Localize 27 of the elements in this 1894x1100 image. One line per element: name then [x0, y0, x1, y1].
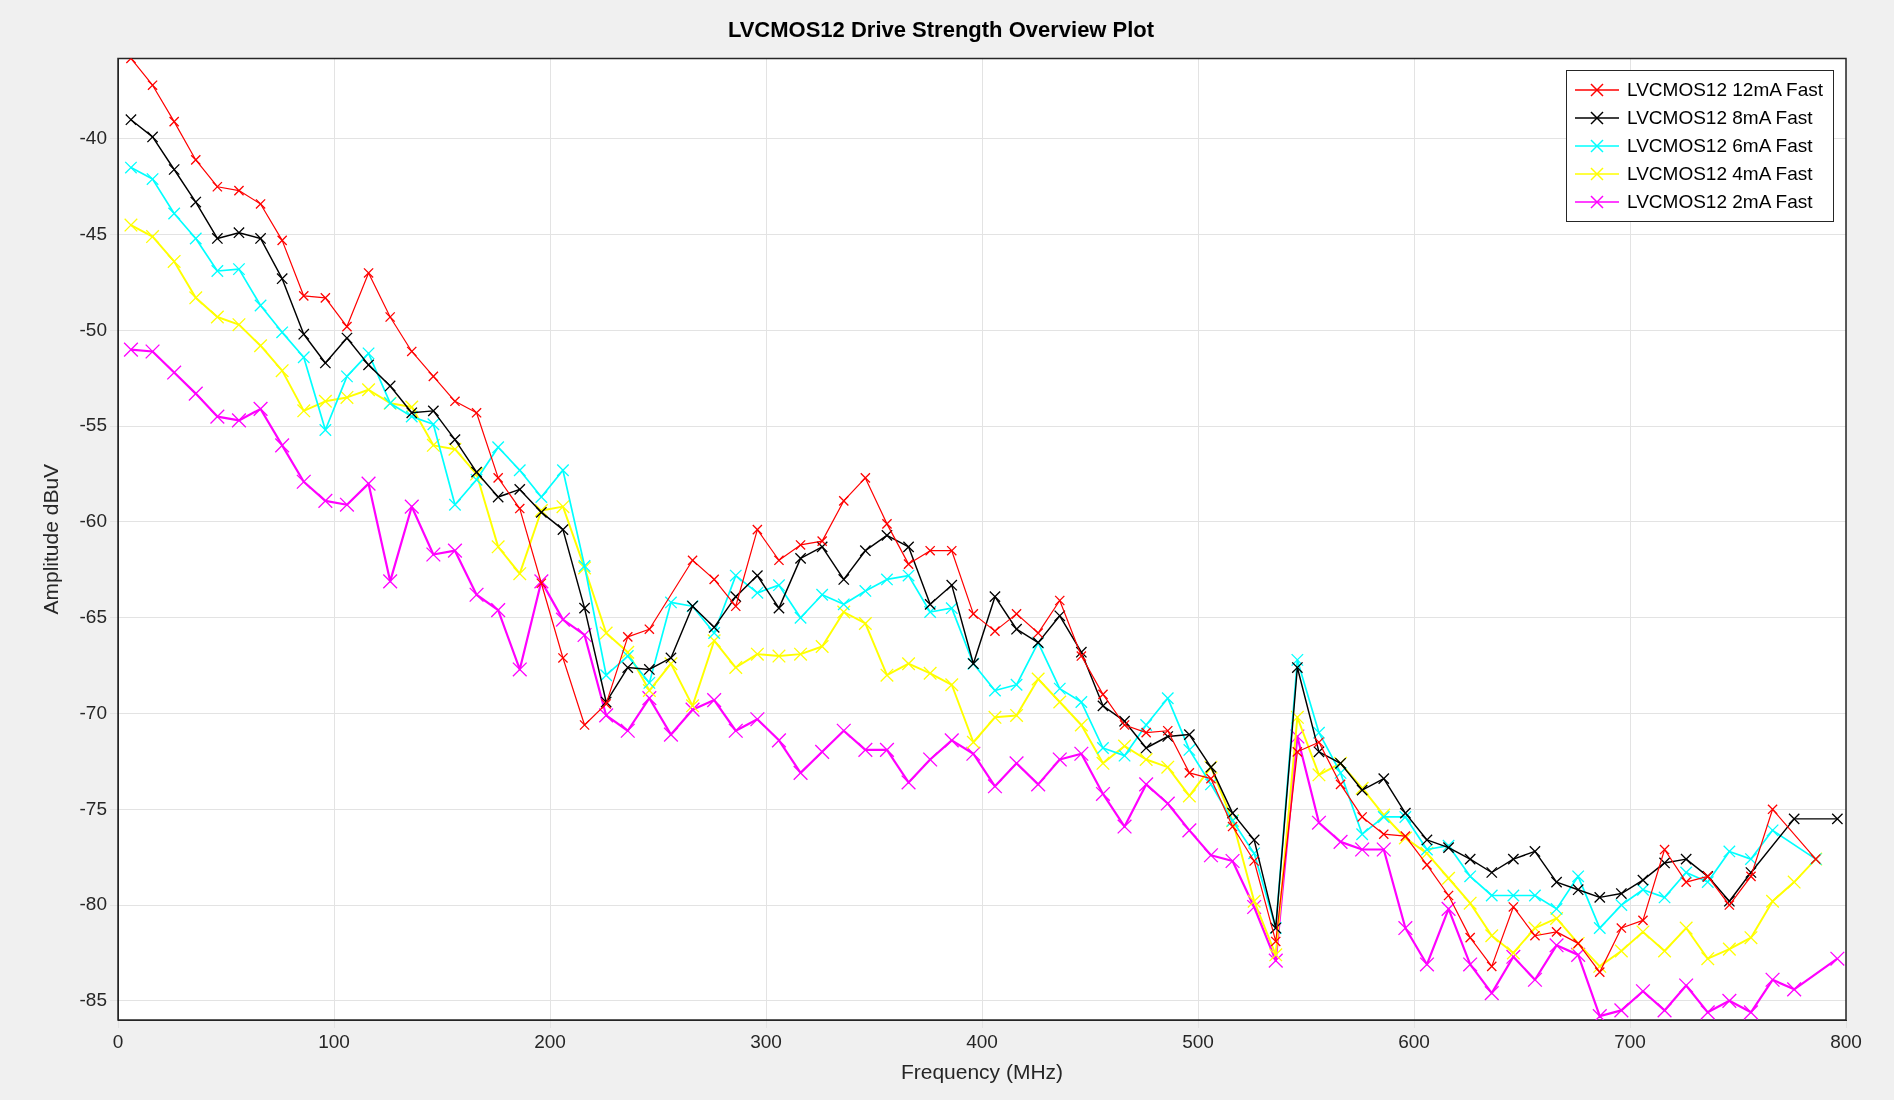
y-tick-label: -85	[79, 989, 107, 1011]
x-tick-label: 800	[1830, 1030, 1862, 1052]
x-tick-label: 600	[1398, 1030, 1430, 1052]
y-tick-label: -50	[79, 318, 107, 340]
legend-label: LVCMOS12 12mA Fast	[1627, 79, 1824, 102]
y-tick-label: -65	[79, 605, 107, 627]
x-tick-label: 200	[534, 1030, 566, 1052]
legend-label: LVCMOS12 8mA Fast	[1627, 107, 1813, 130]
legend-label: LVCMOS12 6mA Fast	[1627, 135, 1813, 158]
y-tick-label: -60	[79, 510, 107, 532]
legend-label: LVCMOS12 2mA Fast	[1627, 191, 1813, 214]
x-tick-label: 500	[1182, 1030, 1214, 1052]
x-tick-label: 0	[112, 1030, 124, 1052]
y-tick-label: -40	[79, 127, 107, 149]
x-tick-label: 100	[318, 1030, 350, 1052]
y-axis-title: Amplitude dBuV	[39, 463, 63, 615]
y-tick-label: -70	[79, 701, 107, 723]
y-tick-label: -55	[79, 414, 107, 436]
x-tick-label: 400	[966, 1030, 998, 1052]
y-tick-label: -80	[79, 893, 107, 915]
y-tick-label: -75	[79, 797, 107, 819]
x-tick-label: 300	[750, 1030, 782, 1052]
legend-label: LVCMOS12 4mA Fast	[1627, 163, 1813, 186]
y-tick-label: -45	[79, 222, 107, 244]
chart-title: LVCMOS12 Drive Strength Overview Plot	[727, 17, 1155, 43]
x-tick-label: 700	[1614, 1030, 1646, 1052]
x-axis-title: Frequency (MHz)	[900, 1060, 1064, 1084]
